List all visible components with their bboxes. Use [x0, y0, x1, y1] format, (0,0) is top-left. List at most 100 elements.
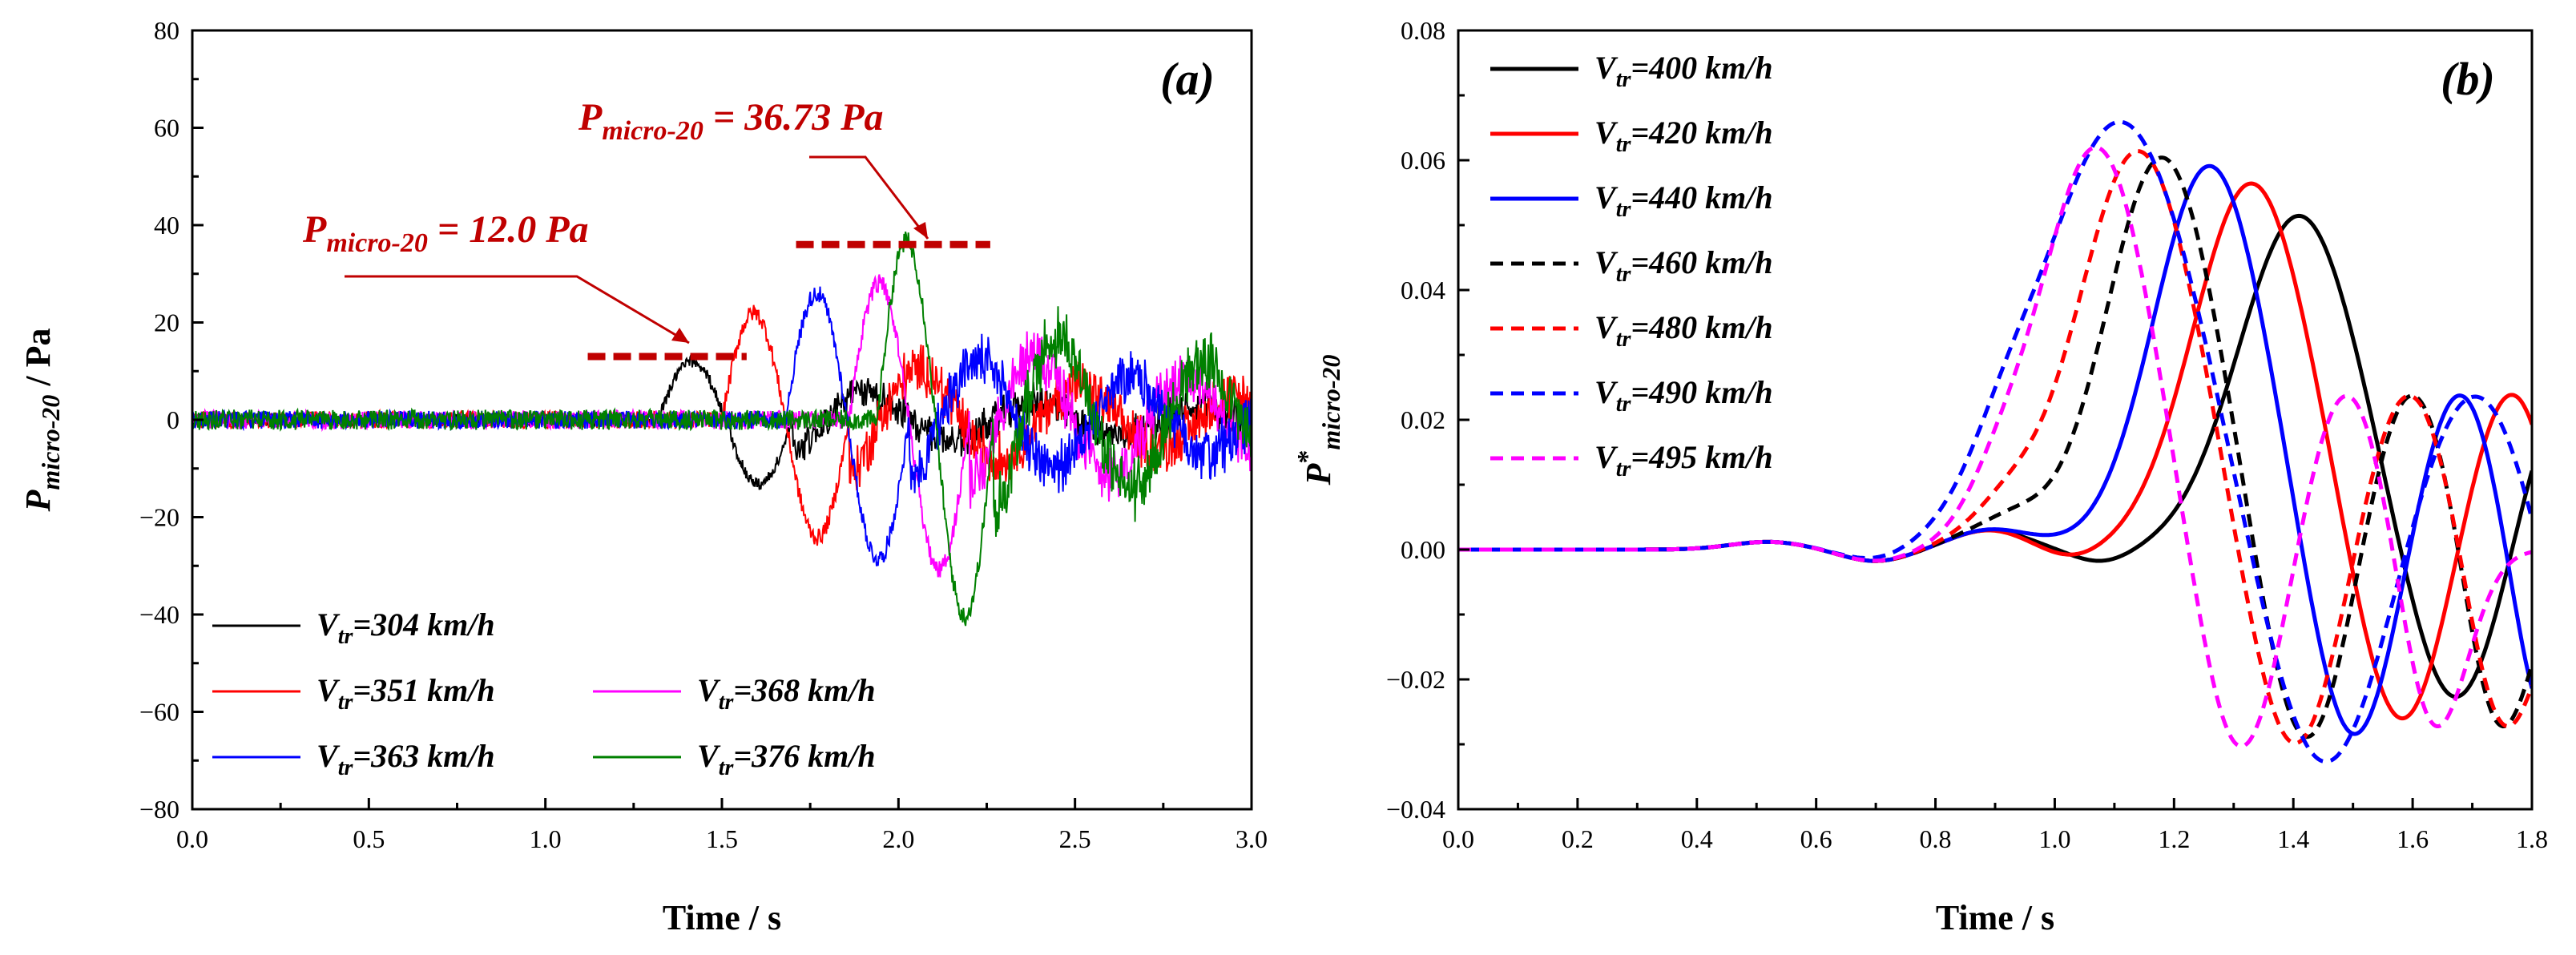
legend-entry-420: Vtr=420 km/h [1490, 115, 1773, 157]
y-axis-label: Pmicro-20 / Pa [18, 328, 65, 512]
legend-sub: tr [338, 624, 354, 649]
legend-v: V [316, 606, 341, 643]
legend-entry-490: Vtr=490 km/h [1490, 374, 1773, 417]
x-tick-label: 0.8 [1920, 824, 1952, 853]
legend-entry-368: Vtr=368 km/h [593, 672, 876, 715]
legend-text: =495 km/h [1631, 439, 1772, 475]
legend-v: V [316, 672, 341, 708]
legend-text: =368 km/h [733, 672, 875, 708]
y-tick-label: 0.02 [1401, 405, 1445, 434]
annotation-text-36: Pmicro-20 = 36.73 Pa [578, 96, 884, 146]
legend-entry-351: Vtr=351 km/h [212, 672, 495, 715]
x-tick-label: 1.0 [2038, 824, 2070, 853]
y-label-sub: micro-20 [36, 395, 65, 490]
legend-sub: tr [338, 690, 354, 715]
y-axis-label: P*micro-20 [1292, 355, 1345, 486]
legend-sub: tr [1616, 392, 1632, 417]
legend-text: =400 km/h [1631, 50, 1772, 86]
x-tick-label: 2.0 [882, 824, 914, 853]
series-group [192, 231, 1252, 627]
legend-label: Vtr=351 km/h [316, 672, 495, 715]
legend-text: =420 km/h [1631, 115, 1772, 151]
legend-v: V [1594, 439, 1619, 475]
legend-label: Vtr=440 km/h [1594, 179, 1773, 222]
legend-label: Vtr=480 km/h [1594, 309, 1773, 352]
y-tick-label: 0 [167, 405, 179, 434]
annotation-leader-12 [345, 275, 690, 345]
legend-entry-304: Vtr=304 km/h [212, 606, 495, 649]
legend-v: V [1594, 179, 1619, 216]
annot-val: = 12.0 Pa [428, 208, 589, 251]
x-tick-label: 0.0 [176, 824, 208, 853]
legend-text: =363 km/h [353, 738, 494, 774]
legend-label: Vtr=460 km/h [1594, 244, 1773, 287]
legend-label: Vtr=420 km/h [1594, 115, 1773, 157]
y-tick-label: 0.06 [1401, 146, 1445, 175]
x-tick-label: 0.2 [1562, 824, 1594, 853]
annotation-text-12: Pmicro-20 = 12.0 Pa [302, 208, 589, 258]
y-tick-label: −0.04 [1386, 795, 1445, 824]
y-label-main: P [1299, 462, 1338, 486]
y-tick-label: −40 [139, 600, 179, 629]
x-tick-label: 1.4 [2277, 824, 2309, 853]
annotation-arrowhead-36 [913, 222, 928, 239]
legend-entry-480: Vtr=480 km/h [1490, 309, 1773, 352]
legend-entry-376: Vtr=376 km/h [593, 738, 876, 780]
chart-panel-b: 0.0 0.2 0.4 0.6 0.8 1.0 1.2 1.4 1.6 1.8 0.08 0.06 0.… [1292, 16, 2548, 937]
annotation-arrowhead-12 [671, 328, 689, 343]
legend-v: V [1594, 115, 1619, 151]
legend-v: V [1594, 50, 1619, 86]
legend-text: =376 km/h [733, 738, 875, 774]
legend-text: =351 km/h [353, 672, 494, 708]
legend-v: V [697, 738, 721, 774]
legend-sub: tr [719, 756, 735, 780]
x-axis-label: Time / s [663, 898, 781, 937]
annot-val: = 36.73 Pa [703, 96, 884, 139]
legend-v: V [697, 672, 721, 708]
legend-label: Vtr=490 km/h [1594, 374, 1773, 417]
annot-sub: micro-20 [602, 116, 703, 146]
x-tick-label: 1.2 [2158, 824, 2190, 853]
x-tick-label: 0.4 [1681, 824, 1713, 853]
legend-sub: tr [1616, 457, 1632, 482]
y-tick-label: −60 [139, 698, 179, 727]
series-line-495 [1458, 145, 2532, 748]
legend-text: =480 km/h [1631, 309, 1772, 345]
annot-p: P [302, 208, 327, 251]
annotation-leader-36 [809, 155, 929, 240]
legend-entry-363: Vtr=363 km/h [212, 738, 495, 780]
legend-label: Vtr=304 km/h [316, 606, 495, 649]
y-tick-label: 0.00 [1401, 535, 1445, 564]
legend-v: V [1594, 309, 1619, 345]
x-tick-label: 1.6 [2397, 824, 2429, 853]
chart-panel-a: 0.0 0.5 1.0 1.5 2.0 2.5 3.0 80 60 40 20 0 −20 −40 −60 −… [18, 16, 1268, 937]
legend-v: V [1594, 374, 1619, 410]
annot-p: P [578, 96, 603, 139]
legend-entry-440: Vtr=440 km/h [1490, 179, 1773, 222]
x-axis-label: Time / s [1936, 898, 2054, 937]
legend-entry-400: Vtr=400 km/h [1490, 50, 1773, 92]
legend-text: =490 km/h [1631, 374, 1772, 410]
legend-sub: tr [719, 690, 735, 715]
y-tick-label: 60 [154, 114, 179, 143]
y-tick-label: −80 [139, 795, 179, 824]
legend-sub: tr [1616, 132, 1632, 157]
legend-v: V [1594, 244, 1619, 280]
legend-label: Vtr=400 km/h [1594, 50, 1773, 92]
x-tick-label: 0.6 [1800, 824, 1832, 853]
x-tick-label: 0.0 [1442, 824, 1474, 853]
series-line-376 [192, 231, 1252, 627]
x-tick-label: 2.5 [1059, 824, 1091, 853]
legend-label: Vtr=368 km/h [697, 672, 876, 715]
x-tick-label: 1.5 [706, 824, 738, 853]
legend-entry-460: Vtr=460 km/h [1490, 244, 1773, 287]
y-label-sup: * [1292, 450, 1322, 464]
y-tick-label: 0.08 [1401, 16, 1445, 45]
legend-sub: tr [1616, 327, 1632, 352]
y-tick-label: 0.04 [1401, 276, 1445, 304]
x-tick-label: 1.0 [530, 824, 562, 853]
y-tick-label: −20 [139, 503, 179, 532]
y-tick-label: 80 [154, 16, 179, 45]
annot-sub: micro-20 [326, 228, 428, 258]
